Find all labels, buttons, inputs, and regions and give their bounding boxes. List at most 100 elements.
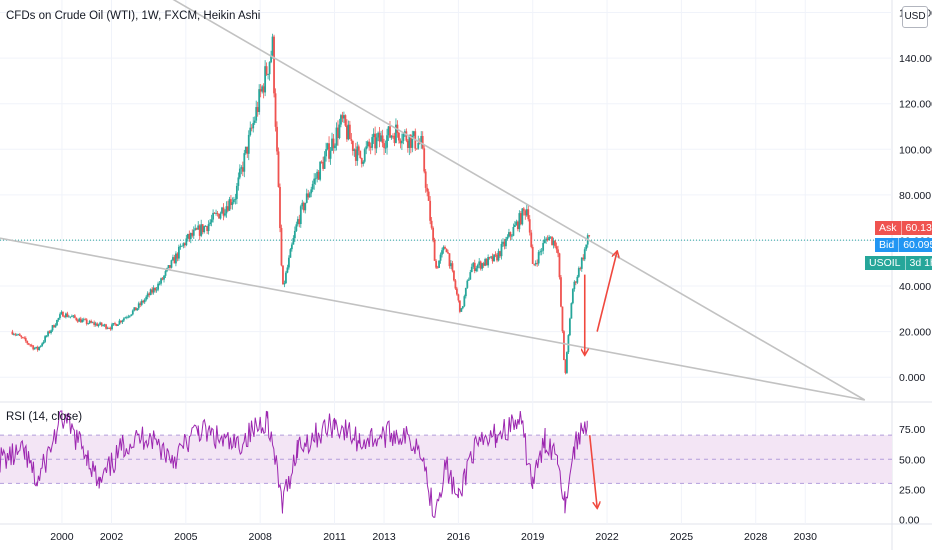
rsi-arrow	[588, 435, 597, 507]
candle-body	[513, 224, 516, 227]
candle-body	[516, 221, 519, 230]
candle-body	[571, 289, 574, 304]
candle-body	[566, 352, 568, 373]
candle-body	[567, 335, 570, 353]
candle-body	[12, 334, 15, 336]
candle-body	[423, 148, 426, 172]
candle-body	[194, 228, 197, 230]
candle-body	[511, 235, 513, 237]
candle-body	[488, 257, 491, 258]
candle-body	[406, 140, 409, 149]
candle-body	[41, 343, 44, 346]
candle-body	[122, 318, 125, 321]
candle-body	[216, 212, 219, 214]
candle-body	[436, 267, 439, 269]
candle-body	[17, 334, 20, 336]
candle-body	[417, 142, 420, 149]
candle-body	[405, 131, 408, 141]
candle-body	[450, 263, 452, 267]
candle-body	[555, 246, 558, 250]
candle-body	[485, 259, 488, 266]
candle-body	[441, 250, 443, 255]
x-tick-label: 2011	[323, 531, 346, 543]
candle-body	[221, 207, 223, 214]
candle-body	[545, 238, 548, 240]
rsi-band	[0, 434, 892, 484]
candle-body	[362, 161, 365, 164]
candle-body	[378, 132, 381, 142]
candle-body	[118, 320, 121, 325]
currency-button[interactable]: USD	[902, 6, 928, 28]
candle-body	[271, 36, 274, 56]
candle-body	[44, 336, 46, 342]
candle-body	[163, 275, 165, 280]
candle-body	[60, 311, 63, 315]
x-tick-label: 2013	[372, 531, 396, 543]
candle-body	[167, 265, 170, 269]
candle-body	[363, 149, 366, 162]
candle-body	[298, 219, 301, 225]
candle-body	[456, 288, 458, 295]
candle-body	[359, 150, 362, 158]
candle-body	[188, 233, 191, 240]
candle-body	[534, 262, 537, 265]
trendline	[0, 237, 865, 401]
candle-body	[508, 232, 510, 237]
candle-body	[580, 257, 583, 269]
candle-body	[84, 319, 87, 321]
candle-body	[445, 248, 448, 253]
candle-body	[48, 331, 51, 333]
candle-body	[57, 317, 60, 320]
candle-body	[279, 186, 281, 228]
candle-body	[460, 308, 463, 312]
candle-body	[218, 213, 220, 219]
candle-body	[128, 315, 131, 317]
y-tick-label: 0.000	[899, 372, 925, 384]
candle-body	[90, 320, 93, 323]
candle-body	[524, 210, 527, 216]
candle-body	[588, 235, 591, 237]
candle-body	[424, 171, 427, 188]
candle-body	[106, 327, 109, 329]
candle-body	[111, 324, 113, 330]
candle-body	[527, 209, 530, 220]
candle-body	[140, 300, 143, 305]
candle-body	[38, 346, 41, 350]
candle-body	[354, 149, 357, 161]
candle-body	[93, 322, 96, 325]
trendline	[172, 0, 866, 401]
candle-body	[51, 325, 54, 331]
candle-body	[573, 281, 576, 290]
candle-body	[347, 124, 350, 140]
rsi-tick-label: 50.00	[899, 454, 925, 466]
candle-body	[467, 279, 470, 281]
candle-body	[299, 206, 302, 225]
candle-body	[402, 133, 405, 141]
candle-body	[372, 133, 375, 138]
candle-body	[421, 136, 424, 149]
candle-body	[323, 156, 326, 169]
candle-body	[112, 323, 115, 325]
candle-body	[296, 219, 299, 225]
candle-body	[249, 127, 252, 135]
candle-body	[340, 115, 342, 125]
ask-label: Ask	[879, 222, 897, 234]
candle-body	[478, 261, 481, 266]
candle-body	[366, 141, 369, 147]
x-tick-label: 2028	[744, 531, 768, 543]
candle-body	[438, 260, 440, 268]
candle-body	[577, 268, 580, 277]
candle-body	[473, 262, 476, 272]
candle-body	[500, 243, 503, 257]
candle-body	[576, 276, 579, 283]
candle-body	[337, 127, 339, 138]
candle-body	[509, 232, 512, 237]
candle-body	[408, 134, 411, 149]
candle-body	[82, 319, 85, 321]
candle-body	[227, 206, 229, 211]
y-tick-label: 20.000	[899, 327, 931, 339]
candle-body	[124, 317, 127, 319]
symbol-label: USOIL	[869, 257, 901, 269]
candle-body	[454, 280, 457, 289]
